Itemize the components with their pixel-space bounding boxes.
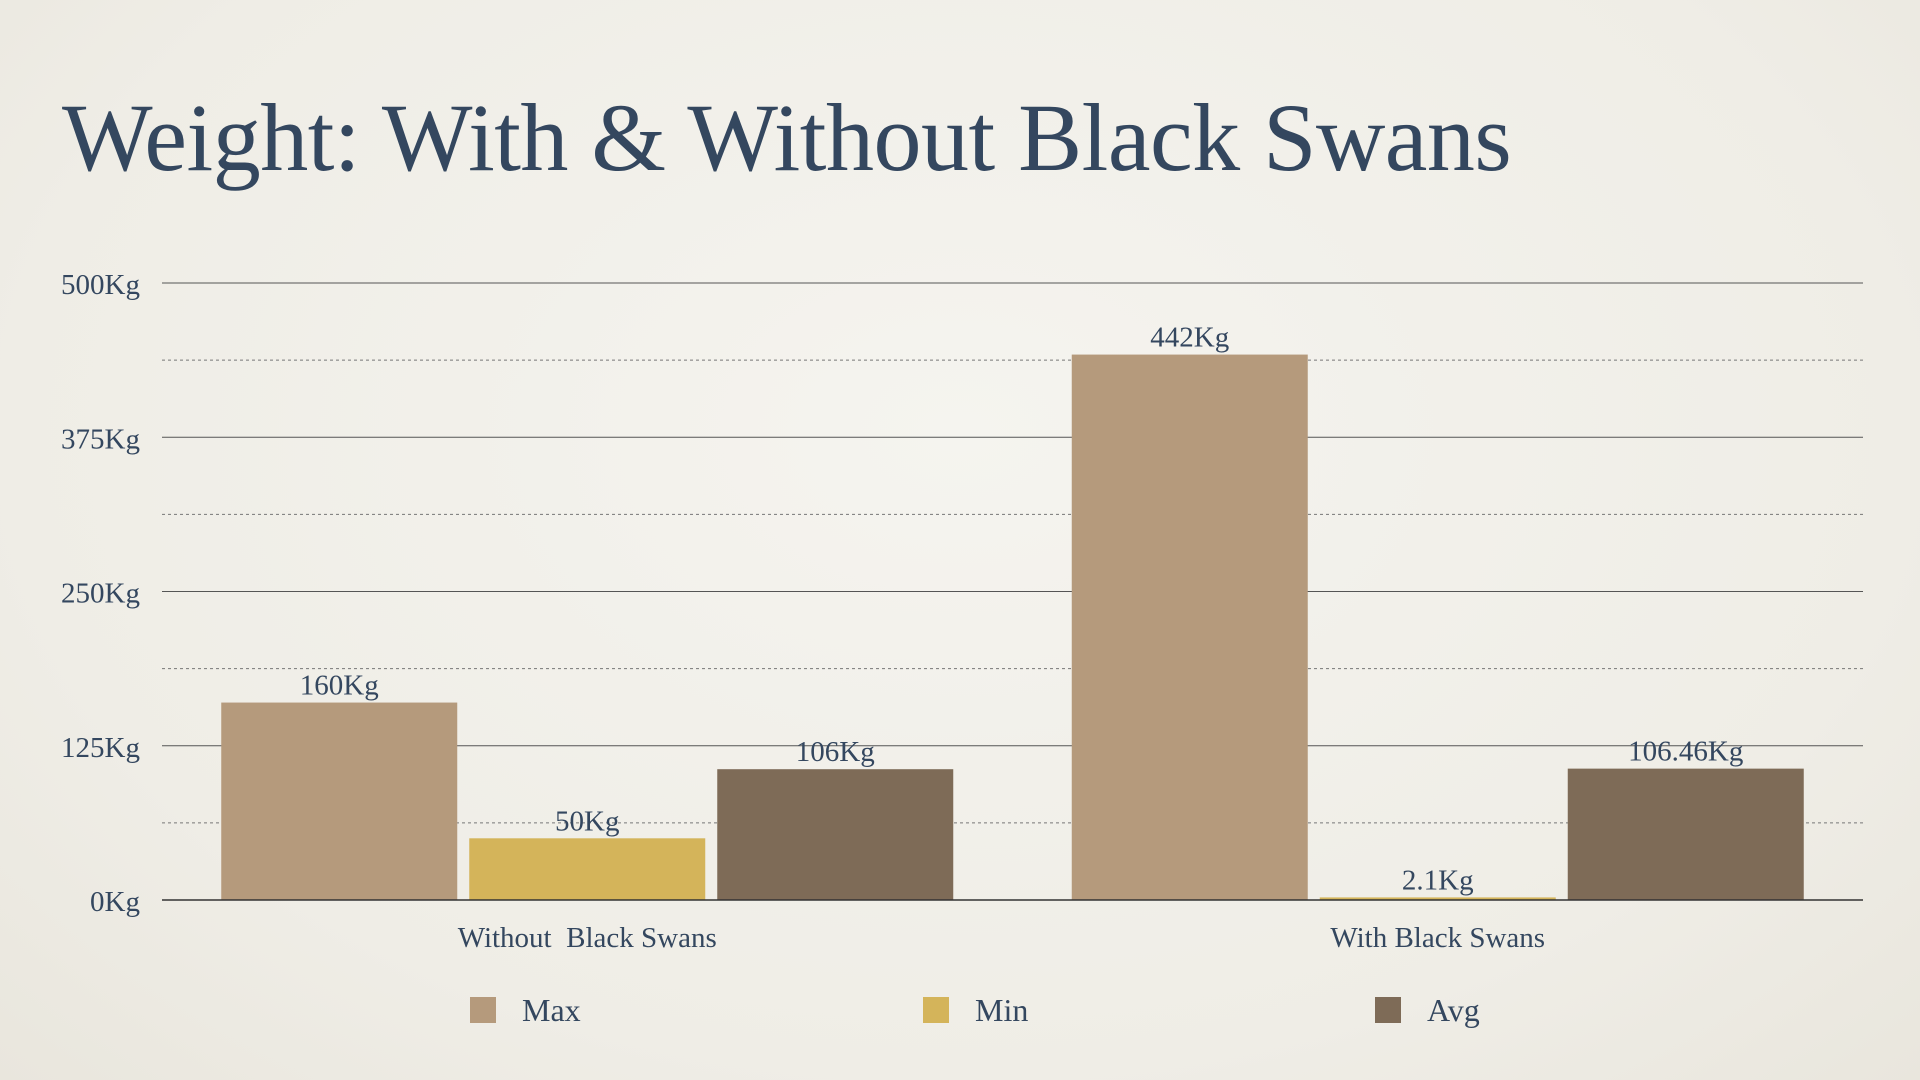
data-labels: 160Kg 50Kg 106Kg 442Kg 2.1Kg 106.46Kg: [300, 322, 1744, 897]
y-tick-label: 250Kg: [61, 578, 140, 610]
x-axis-category-labels: Without Black Swans With Black Swans: [458, 922, 1545, 954]
bars: [221, 354, 1804, 900]
bar-max: [221, 702, 458, 900]
legend-item-min: Min: [923, 990, 1028, 1030]
data-label: 50Kg: [555, 805, 619, 837]
y-axis-tick-labels: 0Kg 125Kg 250Kg 375Kg 500Kg: [61, 269, 140, 918]
slide-title: Weight: With & Without Black Swans: [62, 84, 1512, 191]
bar-avg: [717, 769, 954, 900]
bar-avg: [1567, 768, 1804, 900]
legend-label: Avg: [1427, 991, 1480, 1028]
y-tick-label: 0Kg: [90, 886, 140, 918]
legend-swatch: [1375, 997, 1401, 1023]
legend-label: Min: [975, 991, 1029, 1028]
legend-label: Max: [522, 991, 581, 1028]
x-category-label: Without Black Swans: [458, 922, 717, 954]
y-tick-label: 500Kg: [61, 269, 140, 301]
bar-max: [1071, 354, 1308, 900]
y-tick-label: 125Kg: [61, 732, 140, 764]
legend-swatch: [923, 997, 949, 1023]
legend-swatch: [470, 997, 496, 1023]
data-label: 106Kg: [796, 736, 875, 768]
bar-min: [469, 838, 706, 900]
data-label: 106.46Kg: [1628, 736, 1743, 768]
x-category-label: With Black Swans: [1330, 922, 1545, 954]
data-label: 2.1Kg: [1402, 864, 1474, 896]
legend-item-max: Max: [470, 990, 581, 1030]
data-label: 160Kg: [300, 670, 379, 702]
chart-legend: Max Min Avg: [0, 990, 1920, 1030]
legend-item-avg: Avg: [1375, 990, 1480, 1030]
data-label: 442Kg: [1150, 322, 1229, 354]
bar-min: [1319, 897, 1556, 900]
y-tick-label: 375Kg: [61, 423, 140, 455]
